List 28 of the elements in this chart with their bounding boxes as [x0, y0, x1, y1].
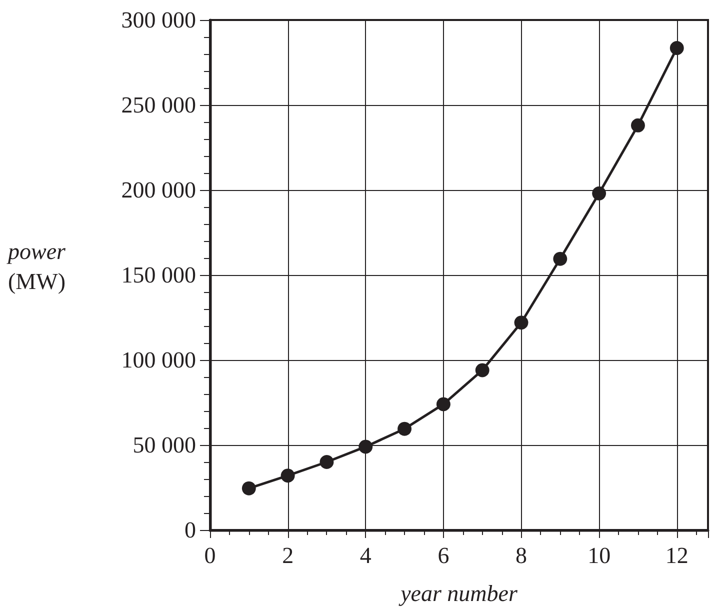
- x-tick-label: 4: [360, 543, 372, 568]
- point: [630, 118, 645, 132]
- x-tick-label: 6: [438, 543, 450, 568]
- point: [514, 316, 528, 330]
- y-tick-label: 50 000: [132, 432, 196, 458]
- point: [436, 397, 450, 412]
- y-tick-label: 200 000: [121, 178, 196, 202]
- point: [320, 455, 334, 469]
- point: [475, 363, 490, 378]
- y-tick-label: 300 000: [121, 8, 196, 32]
- point: [592, 186, 606, 200]
- point: [358, 440, 373, 454]
- x-tick-label: 10: [588, 543, 611, 568]
- point: [553, 252, 568, 266]
- y-tick-label: 150 000: [121, 262, 196, 288]
- x-axis-title: year number: [398, 581, 518, 606]
- y-tick-label: 0: [184, 518, 196, 542]
- x-tick-label: 12: [665, 543, 688, 568]
- point: [670, 41, 684, 56]
- point: [280, 468, 295, 483]
- x-tick-label: 0: [204, 543, 216, 568]
- point: [242, 481, 256, 496]
- x-tick-label: 2: [282, 543, 294, 568]
- y-tick-label: 100 000: [121, 348, 196, 372]
- x-tick-label: 8: [516, 543, 527, 568]
- y-axis-title: power (MW): [6, 239, 67, 294]
- y-tick-label: 250 000: [121, 92, 196, 118]
- point: [398, 422, 412, 436]
